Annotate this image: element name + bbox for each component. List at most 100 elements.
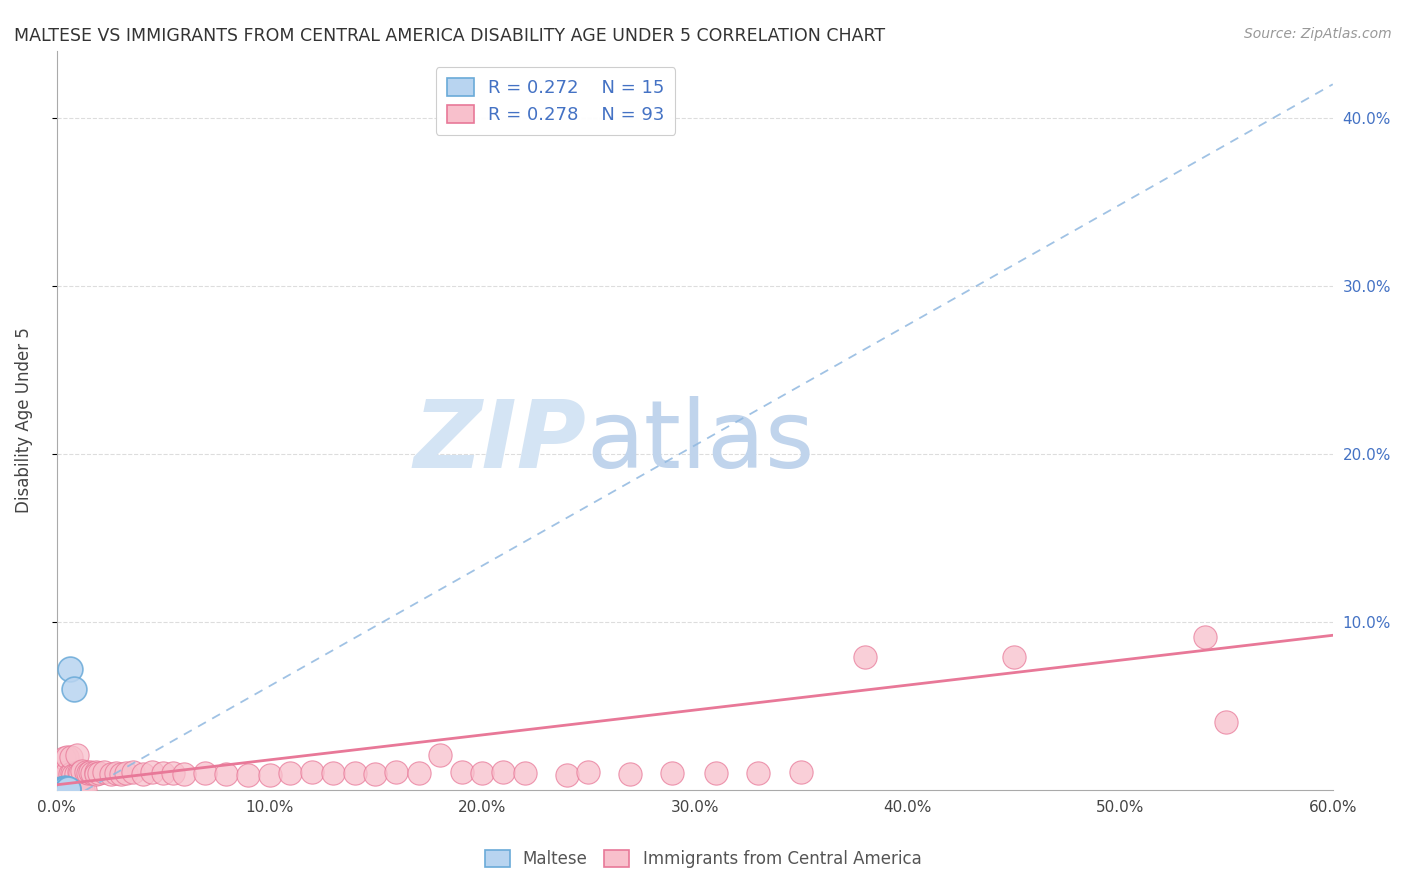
Point — [1194, 631, 1216, 645]
Point — [46, 781, 69, 796]
Point — [105, 766, 128, 780]
Point — [72, 782, 94, 797]
Point — [52, 765, 75, 780]
Point — [194, 766, 217, 780]
Point — [301, 765, 323, 780]
Point — [52, 782, 75, 797]
Point — [322, 765, 344, 780]
Point — [65, 782, 87, 797]
Point — [162, 765, 184, 780]
Point — [75, 782, 97, 797]
Point — [52, 782, 75, 797]
Point — [152, 765, 174, 780]
Text: Source: ZipAtlas.com: Source: ZipAtlas.com — [1244, 27, 1392, 41]
Point — [48, 781, 70, 796]
Point — [66, 747, 89, 762]
Point — [93, 765, 115, 780]
Point — [364, 767, 387, 781]
Text: atlas: atlas — [586, 396, 814, 489]
Point — [513, 765, 536, 780]
Point — [46, 782, 69, 797]
Legend: R = 0.272    N = 15, R = 0.278    N = 93: R = 0.272 N = 15, R = 0.278 N = 93 — [436, 67, 675, 135]
Point — [53, 750, 76, 764]
Point — [53, 782, 76, 797]
Point — [52, 781, 75, 796]
Point — [471, 765, 494, 780]
Point — [51, 782, 73, 797]
Point — [51, 782, 73, 797]
Point — [343, 766, 366, 780]
Point — [408, 765, 430, 780]
Point — [80, 765, 103, 780]
Point — [56, 782, 79, 797]
Point — [492, 765, 515, 780]
Point — [56, 781, 79, 796]
Point — [122, 764, 145, 779]
Point — [53, 781, 76, 796]
Point — [48, 782, 70, 797]
Point — [79, 764, 101, 779]
Point — [555, 767, 578, 781]
Point — [56, 782, 79, 797]
Point — [53, 782, 76, 797]
Point — [1002, 650, 1025, 665]
Point — [51, 782, 73, 797]
Point — [69, 766, 91, 780]
Point — [52, 782, 75, 797]
Point — [115, 766, 138, 780]
Point — [100, 767, 122, 781]
Point — [619, 767, 641, 781]
Point — [385, 764, 408, 779]
Point — [56, 749, 79, 764]
Point — [67, 764, 90, 779]
Point — [236, 767, 259, 781]
Point — [173, 767, 195, 781]
Point — [278, 766, 301, 780]
Point — [55, 782, 77, 797]
Point — [215, 766, 238, 780]
Point — [76, 765, 98, 780]
Point — [704, 766, 727, 780]
Point — [1215, 714, 1237, 729]
Point — [52, 766, 75, 780]
Text: MALTESE VS IMMIGRANTS FROM CENTRAL AMERICA DISABILITY AGE UNDER 5 CORRELATION CH: MALTESE VS IMMIGRANTS FROM CENTRAL AMERI… — [14, 27, 886, 45]
Point — [49, 781, 72, 796]
Point — [60, 782, 83, 797]
Point — [62, 767, 84, 781]
Point — [55, 782, 77, 797]
Point — [84, 767, 107, 781]
Point — [53, 767, 76, 781]
Point — [661, 766, 683, 780]
Point — [58, 782, 80, 797]
Point — [62, 782, 84, 797]
Point — [141, 765, 163, 780]
Point — [56, 782, 79, 797]
Point — [51, 782, 73, 797]
Point — [51, 782, 73, 797]
Point — [56, 764, 79, 779]
Point — [450, 764, 472, 779]
Point — [60, 750, 83, 764]
Point — [56, 782, 79, 797]
Point — [65, 767, 87, 781]
Point — [75, 765, 97, 780]
Point — [429, 748, 451, 763]
Point — [747, 766, 769, 780]
Point — [70, 764, 93, 779]
Y-axis label: Disability Age Under 5: Disability Age Under 5 — [15, 327, 32, 513]
Point — [63, 681, 86, 696]
Point — [59, 662, 82, 676]
Point — [48, 782, 70, 797]
Point — [49, 782, 72, 797]
Point — [53, 782, 76, 797]
Point — [48, 782, 70, 797]
Point — [56, 782, 79, 797]
Point — [69, 782, 91, 797]
Point — [49, 782, 72, 797]
Point — [59, 782, 82, 797]
Point — [84, 765, 107, 780]
Point — [60, 765, 83, 780]
Point — [53, 781, 76, 796]
Point — [853, 649, 876, 664]
Point — [576, 765, 599, 780]
